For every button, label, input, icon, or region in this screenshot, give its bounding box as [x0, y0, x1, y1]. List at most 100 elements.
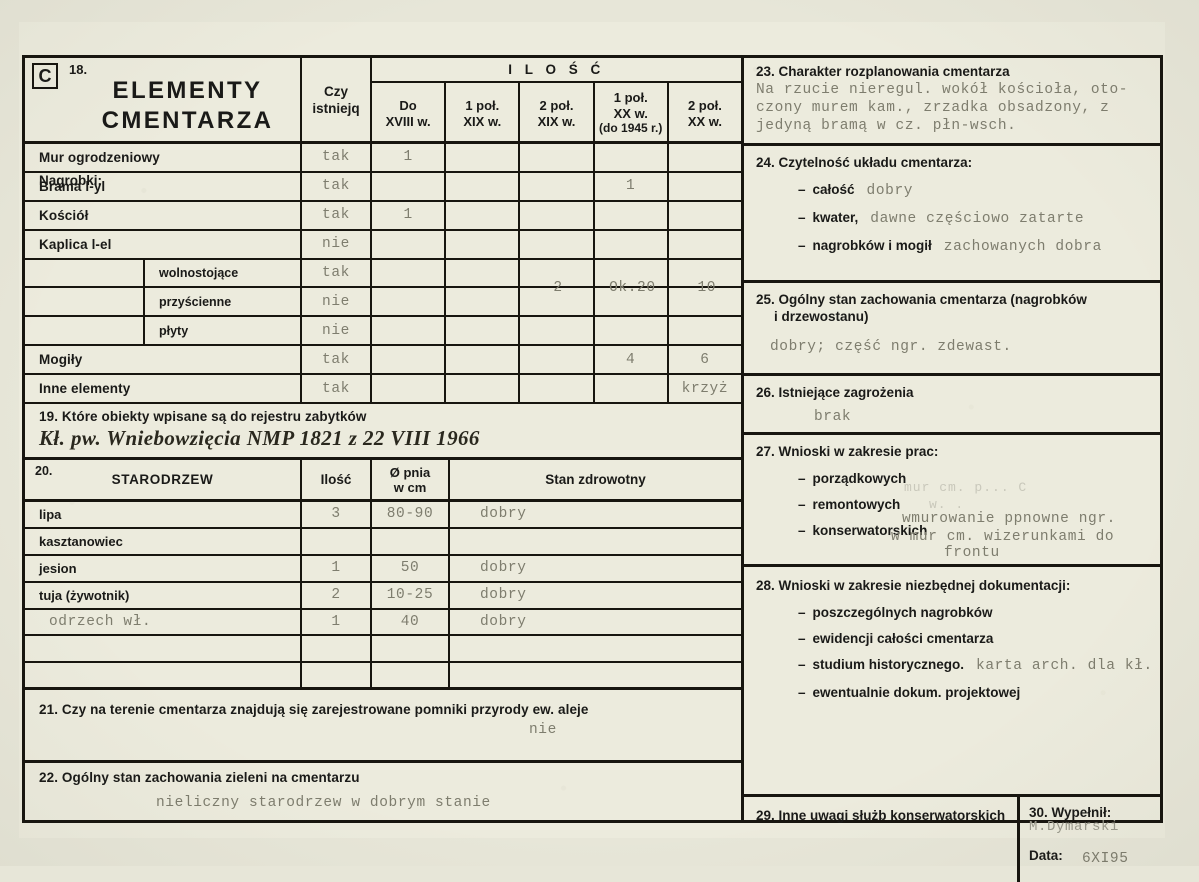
- element-quantity-cell-2: [520, 259, 595, 287]
- quantity-column-header-3-line2: XX w.: [613, 105, 648, 121]
- tree-count-cell: [300, 636, 372, 662]
- element-quantity-value: 1: [403, 207, 413, 224]
- section-20-header-row: 20. STARODRZEW Ilość Ø pnia w cm Stan zd…: [25, 460, 741, 502]
- section-26-label: 26. Istniejące zagrożenia: [756, 385, 914, 400]
- quantity-column-header-0-line1: Do: [399, 98, 417, 113]
- section-24-item-value: dawne częściowo zatarte: [870, 211, 1085, 227]
- tree-health-value: dobry: [480, 614, 527, 630]
- table-row: [25, 663, 741, 691]
- section-27-ghost-line2: w. .: [929, 497, 965, 512]
- tree-name: kasztanowiec: [39, 533, 123, 549]
- section-19-label: 19. Które obiekty wpisane są do rejestru…: [39, 409, 367, 424]
- quantity-column-header-3-line3: (do 1945 r.): [599, 121, 663, 136]
- element-quantity-cells: [372, 259, 741, 287]
- section-29-label: 29. Inne uwagi służb konserwatorskich: [756, 808, 1006, 823]
- element-subname: przyścienne: [143, 288, 300, 316]
- element-name: Mur ogrodzeniowy: [39, 149, 160, 165]
- quantity-column-header-3-line1: 1 poł.: [613, 90, 648, 106]
- tree-count-value: 2: [331, 587, 341, 604]
- element-quantity-cell-1: [446, 144, 521, 171]
- title-line-2: CMENTARZA: [101, 107, 274, 134]
- tree-health-value: dobry: [480, 560, 527, 577]
- element-subname: wolnostojące: [143, 259, 300, 287]
- element-exists-value: tak: [322, 265, 350, 281]
- tree-count-cell: 1: [300, 555, 372, 581]
- section-21-value: nie: [529, 722, 557, 738]
- section-27-handwritten-line2: w mur cm. wizerunkami do: [891, 529, 1115, 545]
- title-line-1: ELEMENTY: [112, 77, 263, 104]
- section-28-item-label: ewidencji całości cmentarza: [812, 631, 994, 646]
- table-row: [25, 636, 741, 664]
- element-quantity-straddle-value-0: 2: [553, 279, 563, 296]
- element-quantity-cell-0: [372, 230, 447, 258]
- section-27-item-label: remontowych: [812, 497, 901, 512]
- tree-count-value: 1: [331, 614, 341, 630]
- section-24-item-label: nagrobków i mogił: [812, 238, 932, 253]
- tree-name: lipa: [39, 506, 62, 522]
- section-24-item-1: – kwater, dawne częściowo zatarte: [798, 210, 1160, 227]
- section-28-item-value: karta arch. dla kł.: [976, 658, 1153, 674]
- element-subname: płyty: [143, 317, 300, 345]
- tree-diameter-cell: 40: [372, 609, 450, 635]
- section-23-value-line2: czony murem kam., zrzadka obsadzony, z: [756, 100, 1110, 116]
- section-24-items: – całość dobry – kwater, dawne częściowo zata…: [756, 182, 1160, 255]
- element-quantity-cell-2: [520, 346, 595, 374]
- section-24-item-label: kwater,: [812, 210, 859, 225]
- section-30-date-label: Data:: [1029, 848, 1063, 863]
- element-name-cell: wolnostojące: [25, 259, 300, 287]
- section-19: 19. Które obiekty wpisane są do rejestru…: [25, 404, 741, 460]
- table-row: Kaplica l-el nie: [25, 230, 741, 260]
- table-row: przyścienne nie: [25, 288, 741, 318]
- element-quantity-cell-3: [595, 144, 669, 171]
- element-name-cell: Kościół: [25, 202, 300, 229]
- element-quantity-cell-1: [446, 201, 521, 229]
- quantity-column-header-4-line2: XX w.: [687, 113, 723, 129]
- element-quantity-cell-3: [595, 317, 669, 345]
- element-name-cell: Mogiły: [25, 346, 300, 373]
- element-quantity-cells: krzyż: [372, 375, 741, 403]
- section-24-item-0: – całość dobry: [798, 182, 1160, 199]
- element-quantity-value: 6: [700, 351, 710, 368]
- section-26-value: brak: [814, 409, 852, 425]
- section-28: 28. Wnioski w zakresie niezbędnej dokume…: [744, 567, 1160, 797]
- section-28-item-1: – ewidencji całości cmentarza: [798, 631, 1160, 646]
- element-exists-value: tak: [322, 380, 350, 397]
- section-21: 21. Czy na terenie cmentarza znajdują si…: [25, 695, 741, 763]
- element-quantity-cell-3: 4: [595, 346, 669, 374]
- tree-name-cell: lipa: [25, 502, 300, 527]
- section-30-name: M.Dymarski: [1029, 819, 1120, 835]
- column-header-exists: Czy istniejq: [300, 58, 372, 141]
- nagrobki-group-label: Nagrobki:: [39, 173, 103, 188]
- element-exists-value: tak: [322, 351, 350, 368]
- section-24-item-value: dobry: [866, 183, 914, 199]
- section-23-label: 23. Charakter rozplanowania cmentarza: [756, 64, 1010, 79]
- section-22-label: 22. Ogólny stan zachowania zieleni na cm…: [39, 770, 360, 785]
- section-30-label: 30. Wypełnił:: [1029, 805, 1112, 820]
- element-name-cell: Brama l-yl: [25, 173, 300, 200]
- table-row: tuja (żywotnik) 2 10-25 dobry: [25, 582, 741, 610]
- tree-name-cell: jesion: [25, 556, 300, 581]
- bullet-dash-icon: –: [798, 657, 806, 672]
- element-quantity-cell-4: [669, 202, 741, 229]
- section-27-label: 27. Wnioski w zakresie prac:: [756, 444, 939, 459]
- table-row: Kościół tak 1: [25, 201, 741, 231]
- element-quantity-cell-2: [520, 201, 595, 229]
- element-quantity-cell-3: [595, 288, 669, 316]
- element-quantity-cell-4: [669, 317, 741, 344]
- element-exists-cell: tak: [300, 375, 372, 403]
- section-25: 25. Ogólny stan zachowania cmentarza (na…: [744, 283, 1160, 376]
- element-exists-cell: tak: [300, 259, 372, 287]
- table-row: płyty nie: [25, 317, 741, 347]
- tree-diameter-value: 40: [400, 614, 420, 630]
- element-quantity-straddle-value-2: 10: [697, 279, 717, 296]
- table-row: Mogiły tak 4 6: [25, 346, 741, 376]
- element-name-cell: przyścienne: [25, 288, 300, 316]
- exists-label-line2: istniejq: [312, 100, 360, 116]
- element-quantity-cell-1: [446, 230, 521, 258]
- tree-health-cell: [450, 663, 741, 687]
- element-quantity-cell-0: 1: [372, 201, 447, 229]
- table-row: Inne elementy tak krzyż: [25, 375, 741, 405]
- element-name: Inne elementy: [39, 381, 131, 397]
- tree-count-cell: 1: [300, 609, 372, 635]
- element-quantity-cell-4: krzyż: [669, 375, 741, 402]
